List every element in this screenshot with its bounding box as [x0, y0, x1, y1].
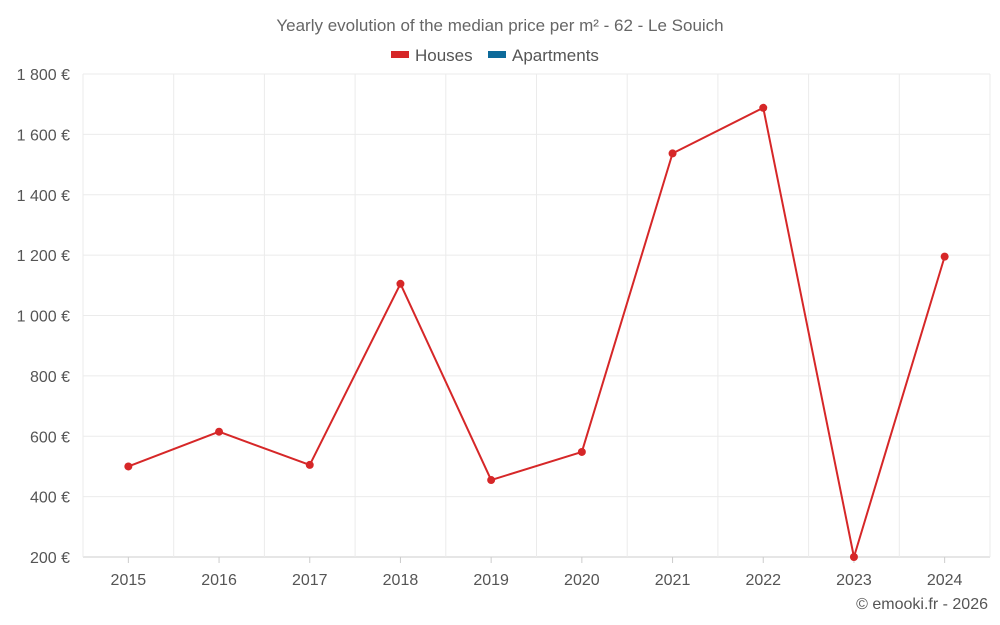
legend: Houses Apartments	[391, 46, 599, 65]
y-tick-label: 1 600 €	[17, 127, 70, 144]
data-point-houses-2017[interactable]	[305, 460, 314, 469]
y-tick-label: 600 €	[30, 429, 70, 446]
x-tick-label: 2023	[836, 572, 872, 589]
x-tick-label: 2017	[292, 572, 328, 589]
x-tick-label: 2022	[745, 572, 781, 589]
y-tick-label: 1 000 €	[17, 309, 70, 326]
y-tick-label: 200 €	[30, 550, 70, 567]
y-axis: 200 € 400 € 600 € 800 € 1 000 € 1 200 € 1 400 …	[17, 67, 70, 567]
x-tick-label: 2024	[927, 572, 963, 589]
x-tick-label: 2020	[564, 572, 600, 589]
chart-title: Yearly evolution of the median price per…	[276, 16, 723, 35]
data-point-houses-2024[interactable]	[940, 252, 949, 261]
legend-item-houses[interactable]: Houses	[391, 46, 473, 65]
x-tick-label: 2019	[473, 572, 509, 589]
data-point-houses-2016[interactable]	[215, 427, 224, 436]
data-point-houses-2022[interactable]	[759, 103, 768, 112]
data-point-houses-2023[interactable]	[849, 553, 858, 561]
x-tick-label: 2018	[383, 572, 419, 589]
x-tick-label: 2021	[655, 572, 691, 589]
legend-swatch	[391, 51, 409, 58]
series-layer	[124, 103, 949, 561]
legend-label: Houses	[415, 46, 473, 65]
x-tick-label: 2015	[111, 572, 147, 589]
x-tick-label: 2016	[201, 572, 237, 589]
x-axis: 2015 2016 2017 2018 2019 2020 2021 2022 2023 2024	[111, 557, 963, 589]
credit-text: © emooki.fr - 2026	[856, 596, 988, 613]
data-point-houses-2021[interactable]	[668, 149, 677, 158]
data-point-houses-2015[interactable]	[124, 462, 133, 471]
data-point-houses-2018[interactable]	[396, 279, 405, 288]
y-tick-label: 1 800 €	[17, 67, 70, 84]
y-tick-label: 800 €	[30, 369, 70, 386]
legend-label: Apartments	[512, 46, 599, 65]
data-point-houses-2020[interactable]	[577, 447, 586, 456]
grid	[82, 73, 991, 558]
y-tick-label: 1 200 €	[17, 248, 70, 265]
data-point-houses-2019[interactable]	[487, 476, 496, 485]
y-tick-label: 400 €	[30, 490, 70, 507]
series-line-houses	[127, 106, 946, 558]
legend-item-apartments[interactable]: Apartments	[488, 46, 599, 65]
y-tick-label: 1 400 €	[17, 188, 70, 205]
legend-swatch	[488, 51, 506, 58]
